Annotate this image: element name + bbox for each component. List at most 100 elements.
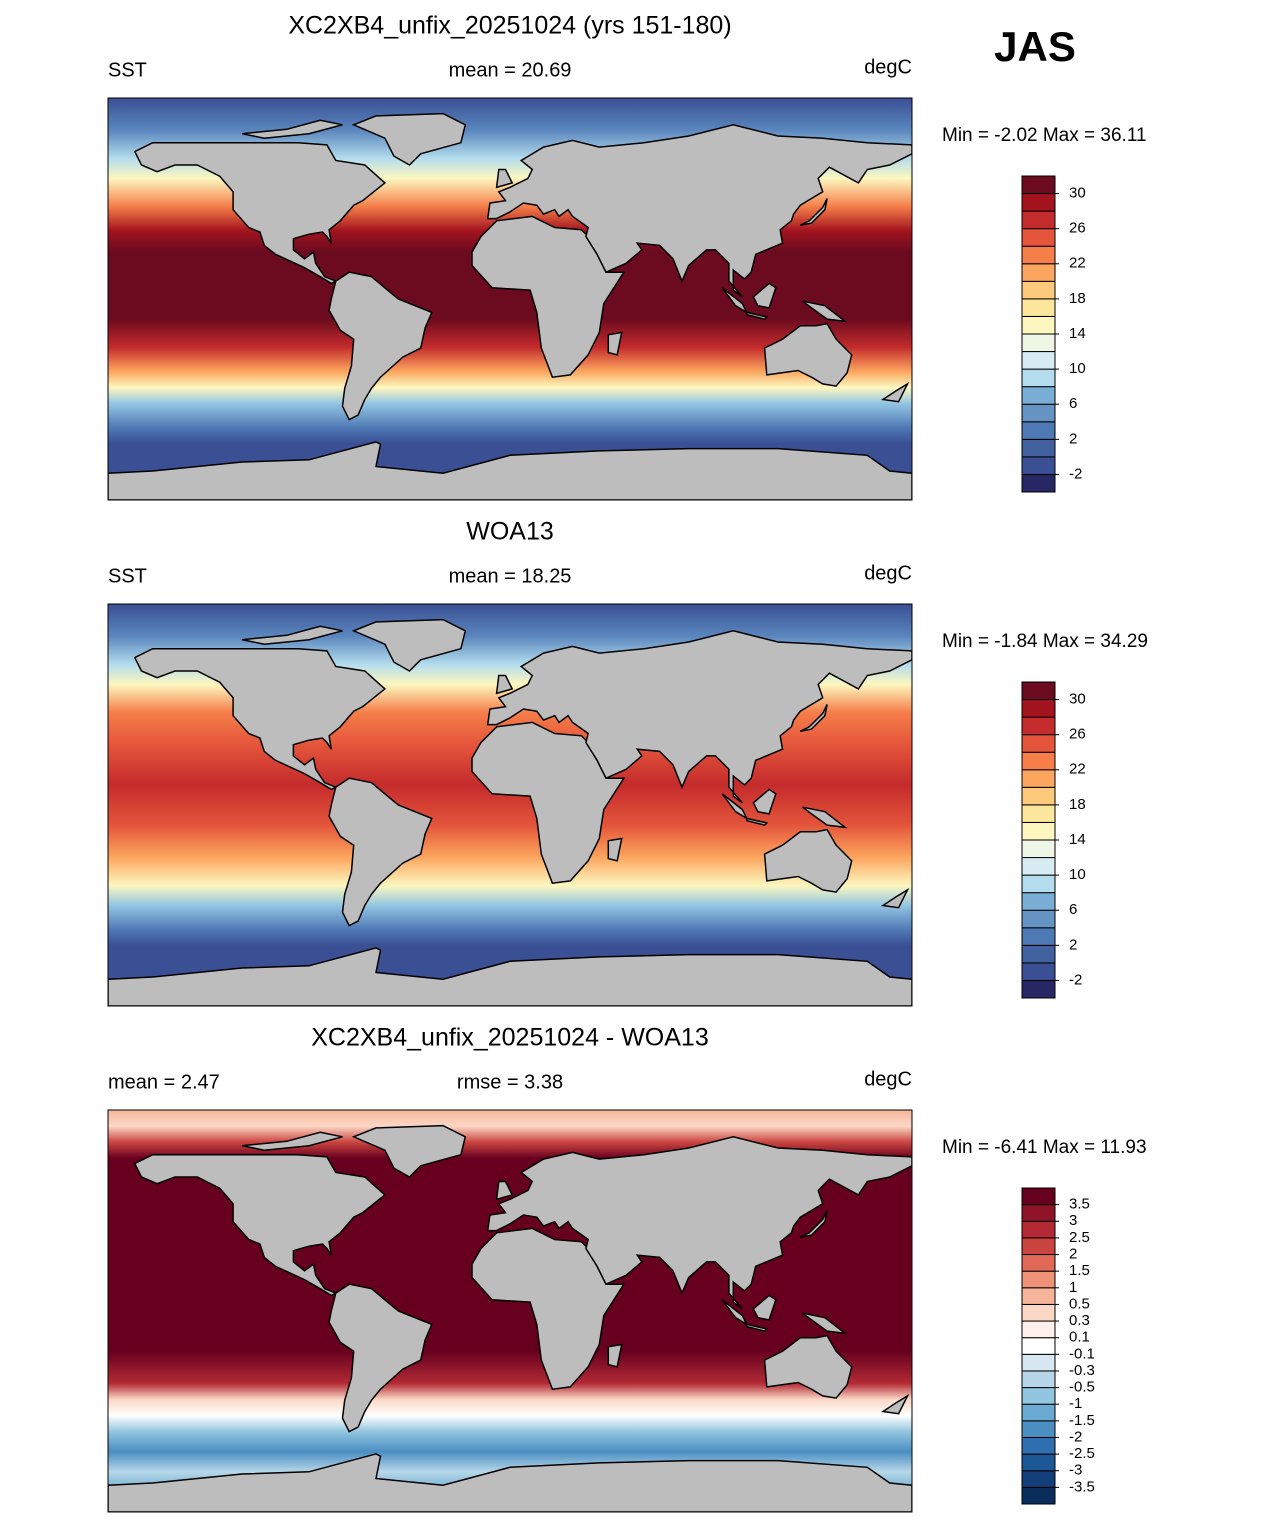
units-label: degC xyxy=(864,56,912,78)
colorbar-box xyxy=(1021,473,1056,493)
land xyxy=(752,788,777,815)
land xyxy=(486,630,912,804)
colorbar-label: 18 xyxy=(1069,796,1086,813)
colorbar-box xyxy=(1021,699,1056,718)
colorbar-label: 30 xyxy=(1069,185,1086,202)
land xyxy=(486,124,912,298)
left-label: SST xyxy=(108,59,147,81)
colorbar-box xyxy=(1021,438,1056,458)
land xyxy=(745,1323,769,1332)
map-frame xyxy=(107,603,913,1007)
land xyxy=(607,837,623,862)
land xyxy=(802,806,848,829)
land xyxy=(607,331,623,356)
land xyxy=(108,441,912,500)
colorbar-box xyxy=(1021,1420,1056,1438)
land xyxy=(351,1124,467,1178)
colorbar-label: 0.3 xyxy=(1069,1312,1090,1329)
land xyxy=(351,112,467,166)
panel-title: XC2XB4_unfix_20251024 - WOA13 xyxy=(311,1024,708,1052)
colorbar-label: 26 xyxy=(1069,220,1086,237)
colorbar-label: 2.5 xyxy=(1069,1229,1090,1246)
land xyxy=(328,777,433,927)
left-label: SST xyxy=(108,565,147,587)
colorbar-box xyxy=(1021,1403,1056,1422)
land xyxy=(495,1180,514,1201)
colorbar-label: -0.1 xyxy=(1069,1345,1095,1362)
map xyxy=(108,98,912,500)
map xyxy=(108,1110,912,1512)
land xyxy=(351,618,467,672)
colorbar-label: 2 xyxy=(1069,1245,1077,1262)
map-frame xyxy=(107,1109,913,1513)
season-label: JAS xyxy=(994,23,1076,70)
colorbar-box xyxy=(1021,804,1056,823)
colorbar-box xyxy=(1021,1204,1056,1222)
colorbar-label: 14 xyxy=(1069,325,1086,342)
land xyxy=(802,300,848,323)
left-label: mean = 2.47 xyxy=(108,1071,220,1093)
land xyxy=(752,282,777,309)
land xyxy=(763,322,853,387)
colorbar-box xyxy=(1021,1337,1056,1355)
land xyxy=(328,1283,433,1433)
colorbar-label: 14 xyxy=(1069,831,1086,848)
land xyxy=(108,1453,912,1512)
colorbar-box xyxy=(1021,1353,1056,1372)
land xyxy=(799,1210,828,1239)
colorbar-box xyxy=(1021,315,1056,335)
colorbar-box xyxy=(1021,351,1056,370)
land xyxy=(241,1131,343,1151)
colorbar-box xyxy=(1021,1187,1056,1206)
colorbar-box xyxy=(1021,175,1056,195)
colorbar-box xyxy=(1021,368,1056,388)
land xyxy=(133,1153,387,1297)
land xyxy=(880,1393,910,1415)
colorbar-box xyxy=(1021,298,1056,317)
land xyxy=(880,381,910,403)
colorbar-box xyxy=(1021,874,1056,894)
land xyxy=(241,119,343,139)
colorbar-label: 0.1 xyxy=(1069,1329,1090,1346)
colorbar-label: -1.5 xyxy=(1069,1412,1095,1429)
map xyxy=(108,604,912,1006)
land xyxy=(802,1312,848,1335)
land xyxy=(486,1136,912,1310)
colorbar-box xyxy=(1021,210,1056,230)
colorbar-box xyxy=(1021,263,1056,282)
colorbar-box xyxy=(1021,1436,1056,1455)
colorbar-box xyxy=(1021,821,1056,841)
land xyxy=(763,828,853,893)
land xyxy=(241,625,343,645)
colorbar-label: 18 xyxy=(1069,290,1086,307)
colorbar-label: -2 xyxy=(1069,1428,1082,1445)
colorbar-box xyxy=(1021,944,1056,964)
colorbar-box xyxy=(1021,962,1056,981)
colorbar-box xyxy=(1021,909,1056,929)
colorbar-box xyxy=(1021,857,1056,876)
land xyxy=(133,141,387,285)
colorbar-label: 6 xyxy=(1069,901,1077,918)
colorbar-box xyxy=(1021,927,1056,946)
colorbar-label: -0.5 xyxy=(1069,1379,1095,1396)
colorbar-box xyxy=(1021,245,1056,265)
min-max-label: Min = -2.02 Max = 36.11 xyxy=(942,125,1147,146)
colorbar-label: 1.5 xyxy=(1069,1262,1090,1279)
min-max-label: Min = -1.84 Max = 34.29 xyxy=(942,631,1148,652)
colorbar-label: -0.3 xyxy=(1069,1362,1095,1379)
colorbar-box xyxy=(1021,1220,1056,1239)
land xyxy=(745,817,769,826)
colorbar-box xyxy=(1021,421,1056,440)
land xyxy=(495,168,514,189)
center-label: mean = 20.69 xyxy=(449,59,572,81)
colorbar-box xyxy=(1021,333,1056,353)
colorbar-label: 2 xyxy=(1069,936,1077,953)
land xyxy=(495,674,514,695)
land xyxy=(328,271,433,421)
colorbar-label: -2 xyxy=(1069,971,1082,988)
colorbar-box xyxy=(1021,786,1056,806)
colorbar-label: 22 xyxy=(1069,761,1086,778)
colorbar-box xyxy=(1021,1287,1056,1305)
map-frame xyxy=(107,97,913,501)
